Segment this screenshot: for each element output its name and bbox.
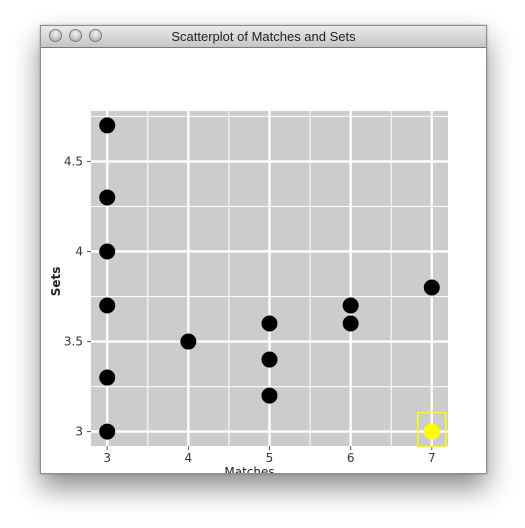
x-tick-label: 5 [266, 451, 274, 465]
minimize-window-button[interactable] [69, 29, 82, 42]
x-axis-label: Matches [224, 465, 274, 473]
selection-box [417, 411, 447, 448]
grid-lines [91, 111, 448, 446]
y-tick-label: 4 [75, 244, 83, 258]
x-tick-label: 6 [347, 451, 355, 465]
data-point[interactable] [99, 423, 116, 440]
data-point[interactable] [342, 315, 359, 332]
data-point[interactable] [261, 351, 278, 368]
data-point[interactable] [99, 369, 116, 386]
y-tick-label: 3 [75, 425, 83, 439]
window-title: Scatterplot of Matches and Sets [171, 29, 356, 44]
data-point[interactable] [99, 243, 116, 260]
data-points[interactable] [99, 117, 447, 448]
scatterplot[interactable]: 3 4 5 6 7 3 3.5 4 4.5 Matches Sets [41, 48, 486, 479]
data-point[interactable] [261, 315, 278, 332]
title-bar[interactable]: Scatterplot of Matches and Sets [41, 26, 486, 48]
data-point[interactable] [99, 297, 116, 314]
data-point[interactable] [99, 117, 116, 134]
y-axis-label: Sets [49, 267, 63, 297]
app-window: Scatterplot of Matches and Sets 3 4 5 6 7 3 3.… [40, 25, 487, 479]
data-point[interactable] [99, 189, 116, 206]
chart-panel: 3 4 5 6 7 3 3.5 4 4.5 Matches Sets [41, 48, 486, 479]
x-tick-label: 7 [428, 451, 436, 465]
x-tick-label: 3 [103, 451, 111, 465]
y-tick-label: 4.5 [64, 154, 83, 168]
axis-ticks: 3 4 5 6 7 3 3.5 4 4.5 [64, 154, 436, 465]
data-point[interactable] [423, 279, 440, 296]
selected-data-point[interactable] [423, 423, 440, 440]
zoom-window-button[interactable] [89, 29, 102, 42]
y-tick-label: 3.5 [64, 335, 83, 349]
data-point[interactable] [261, 387, 278, 404]
data-point[interactable] [342, 297, 359, 314]
x-tick-label: 4 [185, 451, 193, 465]
data-point[interactable] [180, 333, 197, 350]
close-window-button[interactable] [49, 29, 62, 42]
